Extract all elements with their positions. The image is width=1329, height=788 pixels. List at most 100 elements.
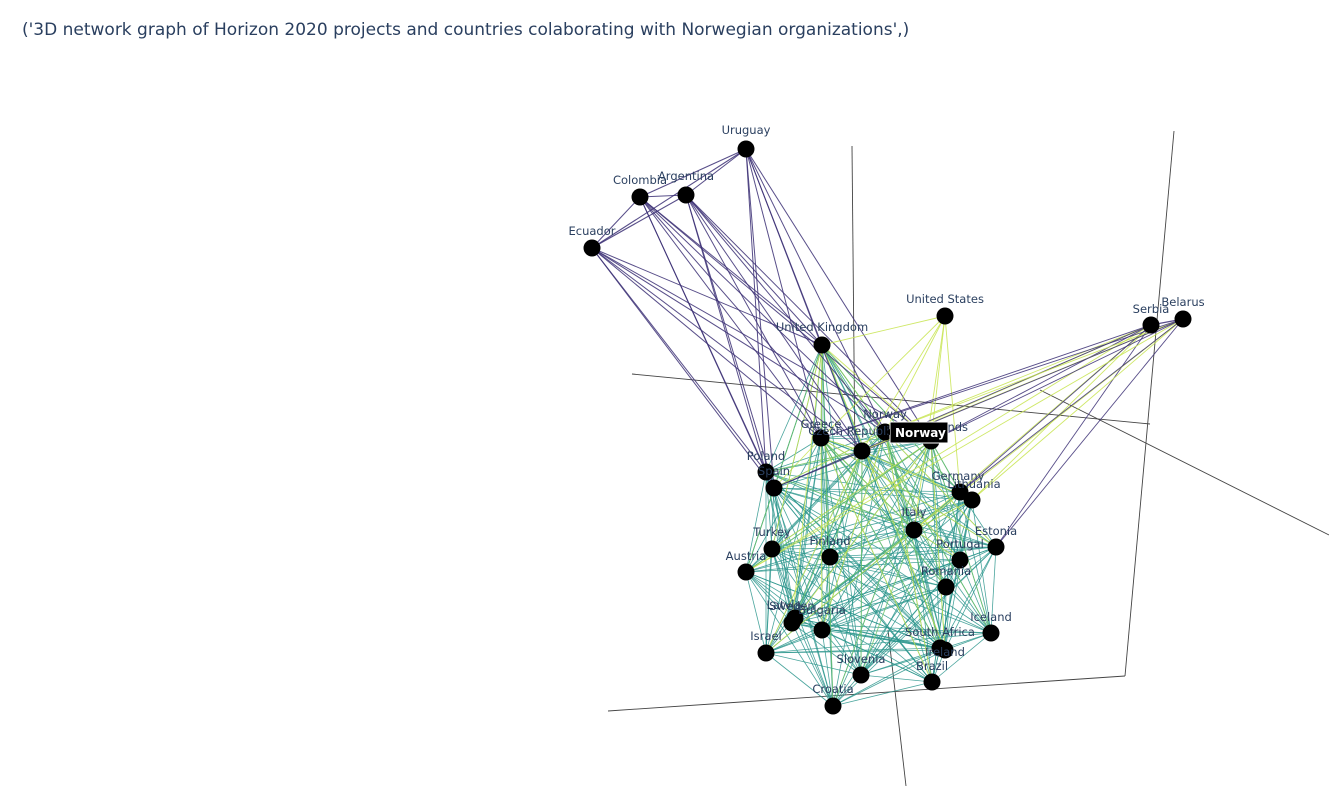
node-sweden[interactable] <box>786 609 804 627</box>
network-edge <box>995 318 1184 548</box>
network-edge <box>745 571 767 654</box>
node-bulgaria[interactable] <box>813 621 831 639</box>
node-spain[interactable] <box>765 479 783 497</box>
network-edge <box>959 318 1184 493</box>
network-edge <box>745 437 822 573</box>
network-edge <box>591 194 687 249</box>
axis-line <box>631 373 1151 425</box>
axis-line <box>887 629 907 787</box>
network-edge <box>771 491 961 550</box>
node-portugal[interactable] <box>951 551 969 569</box>
network-edge <box>884 324 1152 433</box>
network-edge <box>765 548 773 654</box>
node-lithuania[interactable] <box>963 491 981 509</box>
network-edge <box>820 437 961 493</box>
node-label-serbia: Serbia <box>1133 302 1170 316</box>
network-edge <box>639 196 775 489</box>
network-edge <box>820 437 834 707</box>
node-argentina[interactable] <box>677 186 695 204</box>
network-edge <box>765 344 823 473</box>
network-edge <box>821 529 915 631</box>
node-germany[interactable] <box>951 483 969 501</box>
node-united-kingdom[interactable] <box>813 336 831 354</box>
node-serbia[interactable] <box>1142 316 1160 334</box>
network-edge <box>861 450 992 634</box>
node-united-states[interactable] <box>936 307 954 325</box>
node-label-belarus: Belarus <box>1161 295 1204 309</box>
network-edge <box>765 529 915 654</box>
network-edge <box>821 629 834 707</box>
node-ireland[interactable] <box>936 641 954 659</box>
network-edge <box>765 649 946 654</box>
network-edge <box>820 315 946 439</box>
node-turkey[interactable] <box>763 540 781 558</box>
network-edge <box>591 196 641 249</box>
network-edge <box>794 450 863 619</box>
network-edge <box>745 148 767 473</box>
node-label-czech-republic: Czech Republic <box>808 424 896 438</box>
network-edge <box>821 344 946 651</box>
network-edge <box>820 318 1184 439</box>
network-edge <box>765 471 961 561</box>
node-iceland[interactable] <box>982 624 1000 642</box>
network-edge <box>773 487 992 634</box>
node-belarus[interactable] <box>1174 310 1192 328</box>
node-label-united-states: United States <box>906 292 984 306</box>
node-romania[interactable] <box>937 578 955 596</box>
node-austria[interactable] <box>737 563 755 581</box>
node-czech-republic[interactable] <box>853 442 871 460</box>
network-edge <box>860 674 933 683</box>
network-edge <box>884 318 1184 433</box>
network-edge <box>821 629 933 683</box>
network-edge <box>959 324 1152 493</box>
network-edge <box>820 437 973 501</box>
node-slovenia[interactable] <box>852 666 870 684</box>
network-edge <box>765 652 834 707</box>
network-edge <box>685 194 886 433</box>
network-edge <box>971 324 1152 501</box>
network-edge <box>861 450 997 548</box>
network-edge <box>930 440 992 634</box>
network-edge <box>745 471 767 573</box>
node-brazil[interactable] <box>923 673 941 691</box>
network-edge <box>773 440 932 489</box>
network-edge <box>771 440 932 550</box>
node-poland[interactable] <box>757 463 775 481</box>
node-italy[interactable] <box>905 521 923 539</box>
network-edge <box>745 344 823 573</box>
network-edge <box>861 450 961 561</box>
node-ecuador[interactable] <box>583 239 601 257</box>
node-label-germany: Germany <box>932 469 985 483</box>
axis-line <box>607 675 1126 712</box>
node-layer[interactable] <box>583 140 1192 715</box>
node-finland[interactable] <box>821 548 839 566</box>
node-label-finland: Finland <box>809 534 850 548</box>
hover-tooltip-pointer <box>885 429 890 435</box>
node-israel[interactable] <box>757 644 775 662</box>
network-edge <box>820 431 886 439</box>
node-label-turkey: Turkey <box>752 525 791 539</box>
network-edge <box>829 499 973 558</box>
network-edge <box>821 344 947 588</box>
network-edge <box>685 194 863 452</box>
network-edge <box>771 546 997 550</box>
network-edge <box>745 148 823 346</box>
network-edge <box>829 529 915 558</box>
network-edge <box>820 437 947 588</box>
network-edge <box>944 315 961 493</box>
node-estonia[interactable] <box>987 538 1005 556</box>
node-colombia[interactable] <box>631 188 649 206</box>
network-edge <box>591 247 886 433</box>
network-edge <box>765 450 863 473</box>
network-edge <box>820 324 1152 439</box>
node-greece[interactable] <box>812 429 830 447</box>
network-edge <box>930 324 1152 442</box>
network-edge <box>884 431 997 548</box>
network-edge <box>771 529 915 550</box>
node-uruguay[interactable] <box>737 140 755 158</box>
network-edge <box>990 546 997 634</box>
node-croatia[interactable] <box>824 697 842 715</box>
network-edge <box>765 437 822 473</box>
network-edge <box>821 629 862 676</box>
